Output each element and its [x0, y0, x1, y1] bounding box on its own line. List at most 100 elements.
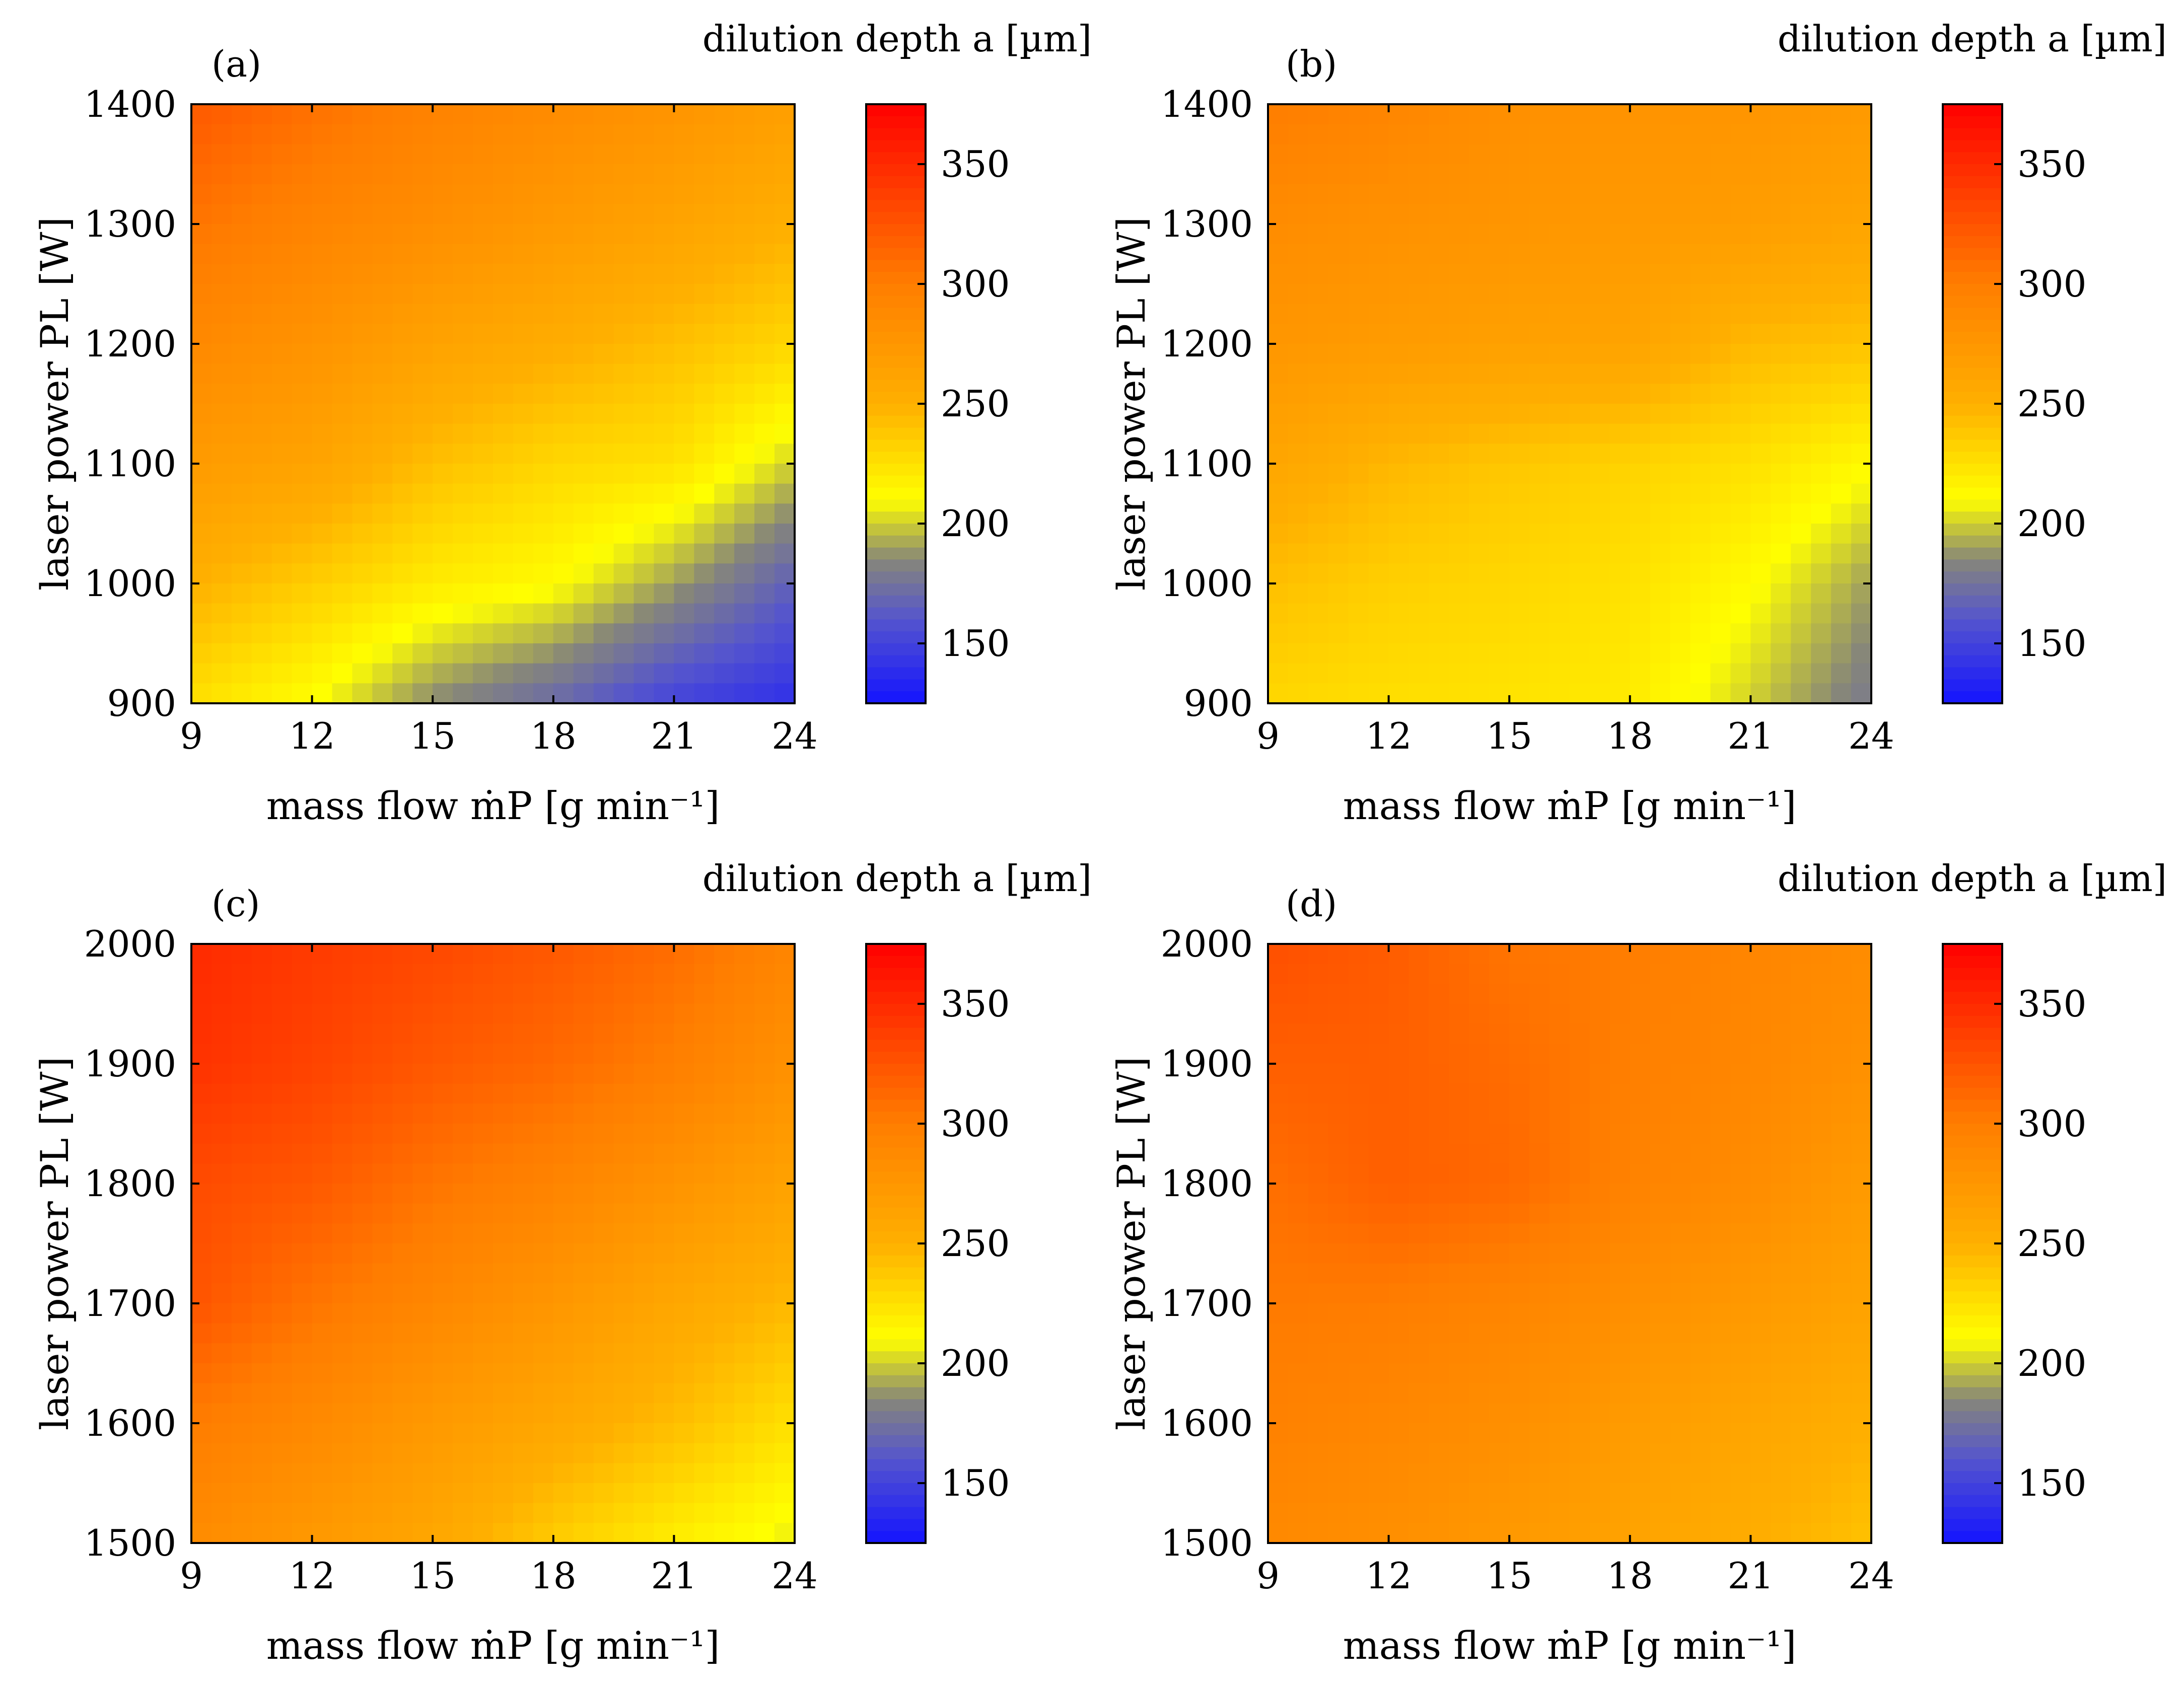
heatmap-cell	[1429, 1004, 1450, 1024]
heatmap-cell	[392, 683, 413, 704]
heatmap-cell	[1429, 444, 1450, 464]
heatmap-cell	[513, 503, 534, 524]
colorbar-segment	[1943, 1135, 2002, 1148]
heatmap-cell	[271, 1523, 293, 1544]
heatmap-cell	[1328, 144, 1349, 165]
colorbar-tick-label: 150	[2017, 622, 2086, 665]
heatmap-cell	[694, 1184, 715, 1204]
heatmap-cell	[1791, 1503, 1811, 1524]
heatmap-cell	[1328, 483, 1349, 504]
heatmap-cell	[191, 444, 212, 464]
heatmap-cell	[1630, 363, 1651, 385]
heatmap-cell	[1288, 404, 1309, 424]
heatmap-cell	[774, 1184, 795, 1204]
heatmap-cell	[1288, 603, 1309, 624]
heatmap-cell	[1589, 304, 1610, 325]
heatmap-cell	[1771, 1083, 1792, 1105]
heatmap-cell	[654, 304, 675, 325]
heatmap-cell	[332, 224, 353, 245]
heatmap-cell	[553, 164, 574, 185]
colorbar-segment	[1943, 332, 2002, 344]
heatmap-cell	[412, 244, 433, 265]
heatmap-cell	[1750, 1083, 1772, 1105]
heatmap-cell	[593, 1263, 614, 1284]
heatmap-cell	[1549, 483, 1570, 504]
heatmap-cell	[191, 124, 212, 145]
heatmap-cell	[774, 1383, 795, 1404]
colorbar-segment	[1943, 1027, 2002, 1041]
heatmap-cell	[1710, 944, 1731, 965]
heatmap-cell	[473, 984, 494, 1004]
heatmap-cell	[292, 324, 313, 344]
heatmap-cell	[473, 423, 494, 445]
heatmap-cell	[1489, 244, 1510, 265]
heatmap-cell	[493, 384, 514, 404]
heatmap-cell	[1570, 104, 1590, 125]
heatmap-cell	[553, 483, 574, 504]
heatmap-cell	[412, 124, 433, 145]
heatmap-cell	[553, 583, 574, 604]
heatmap-cell	[1690, 623, 1711, 644]
colorbar-segment	[1943, 1387, 2002, 1400]
heatmap-cell	[1368, 1363, 1389, 1384]
heatmap-cell	[1851, 623, 1872, 644]
heatmap-cell	[1650, 1243, 1671, 1264]
heatmap-cell	[714, 1064, 735, 1084]
heatmap-cell	[714, 423, 735, 445]
heatmap-cell	[372, 524, 393, 544]
heatmap-cell	[1489, 1283, 1510, 1304]
heatmap-cell	[372, 984, 393, 1004]
heatmap-cell	[1348, 363, 1369, 385]
heatmap-cell	[1388, 1163, 1410, 1184]
heatmap-cell	[1570, 1104, 1590, 1124]
heatmap-cell	[1348, 1443, 1369, 1464]
colorbar-segment	[1943, 128, 2002, 141]
heatmap-cell	[1690, 1363, 1711, 1384]
heatmap-cell	[292, 124, 313, 145]
heatmap-cell	[1529, 583, 1550, 604]
heatmap-cell	[1469, 503, 1490, 524]
heatmap-cell	[1710, 324, 1731, 344]
heatmap-cell	[694, 224, 715, 245]
heatmap-cell	[312, 224, 333, 245]
heatmap-cell	[1549, 423, 1570, 445]
x-tick-label: 9	[1256, 1555, 1280, 1597]
heatmap-cell	[1570, 1263, 1590, 1284]
heatmap-cell	[613, 144, 635, 165]
heatmap-cell	[1589, 1323, 1610, 1344]
heatmap-cell	[553, 1463, 574, 1484]
heatmap-cell	[1489, 204, 1510, 225]
heatmap-cell	[694, 1064, 715, 1084]
heatmap-cell	[493, 663, 514, 684]
heatmap-cell	[674, 464, 695, 484]
heatmap-cell	[1730, 503, 1751, 524]
heatmap-cell	[1670, 1523, 1691, 1544]
heatmap-cell	[1288, 1283, 1309, 1304]
heatmap-cell	[332, 144, 353, 165]
heatmap-cell	[1308, 1263, 1329, 1284]
heatmap-cell	[674, 1343, 695, 1364]
heatmap-cell	[1831, 524, 1852, 544]
heatmap-cell	[1851, 483, 1872, 504]
heatmap-cell	[533, 984, 554, 1004]
heatmap-cell	[1328, 683, 1349, 704]
heatmap-cell	[533, 224, 554, 245]
heatmap-cell	[1308, 1083, 1329, 1105]
heatmap-cell	[251, 444, 272, 464]
heatmap-cell	[513, 1283, 534, 1304]
heatmap-cell	[332, 264, 353, 284]
heatmap-cell	[1268, 1503, 1289, 1524]
heatmap-cell	[1429, 1323, 1450, 1344]
heatmap-cell	[1811, 623, 1831, 644]
heatmap-cell	[1429, 1023, 1450, 1045]
heatmap-cell	[633, 1064, 655, 1084]
y-tick-label: 900	[1184, 682, 1253, 724]
heatmap-cell	[1288, 1363, 1309, 1384]
heatmap-cell	[312, 984, 333, 1004]
heatmap-cell	[1489, 1383, 1510, 1404]
heatmap-cell	[1811, 663, 1831, 684]
heatmap-cell	[734, 124, 755, 145]
heatmap-cell	[674, 603, 695, 624]
heatmap-cell	[1670, 1503, 1691, 1524]
heatmap-cell	[734, 1363, 755, 1384]
